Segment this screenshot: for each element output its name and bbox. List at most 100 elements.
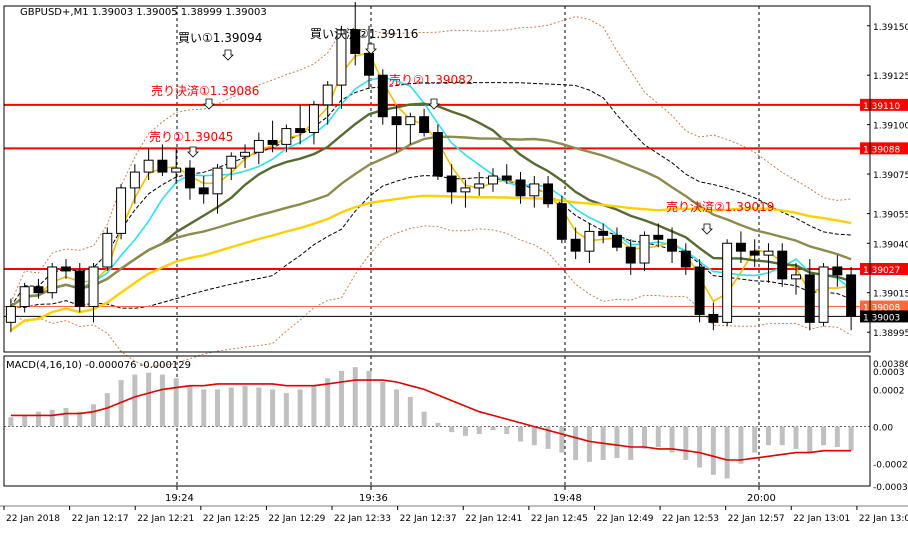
bear-candle-body [501, 175, 512, 181]
macd-hist-bar [132, 374, 138, 427]
macd-hist-bar [518, 426, 524, 442]
candle [61, 259, 71, 279]
macd-hist-bar [683, 426, 689, 460]
ma-olive-line [10, 135, 852, 308]
bear-candle-body [543, 183, 554, 205]
time-axis-label-lower: 22 Jan 12:29 [268, 514, 325, 524]
bear-candle-body [653, 234, 664, 240]
macd-hist-bar [628, 426, 634, 460]
time-axis-label-lower: 22 Jan 12:57 [728, 514, 785, 524]
axes-layer: 1.39150 1.39125 1.39100 1.39075 1.39055 1.390… [0, 5, 908, 524]
candle [584, 223, 595, 264]
macd-hist-bar [242, 385, 248, 427]
candle [33, 278, 44, 299]
bull-candle-body [818, 266, 829, 323]
macd-label: MACD(4,16,10) -0.000076 -0.000129 [6, 360, 191, 371]
candle [253, 132, 264, 165]
macd-hist-bar [738, 426, 744, 464]
grid-layer [176, 6, 760, 486]
price-level-tag [860, 262, 908, 275]
bear-candle-body [184, 167, 195, 189]
bear-candle-body [777, 250, 788, 280]
candle [446, 164, 457, 204]
bear-candle-body [61, 266, 71, 272]
ma-cyan-line [10, 76, 852, 308]
time-axis-label-lower: 22 Jan 12:17 [72, 514, 129, 524]
bear-candle-body [350, 29, 361, 54]
candle [391, 104, 402, 153]
candle [791, 263, 801, 295]
candle [336, 25, 347, 109]
candle [364, 25, 374, 90]
bear-candle-body [667, 238, 678, 252]
candle [267, 120, 278, 153]
bear-candle-body [74, 270, 85, 308]
time-axis-label-upper: 19:48 [553, 493, 582, 504]
main-plot-frame [3, 5, 871, 353]
macd-hist-bar [821, 426, 827, 446]
annotation-label: 売り決済①1.39086 [151, 83, 259, 98]
candle [625, 239, 636, 275]
macd-axis-label: 0.0003 [873, 368, 905, 378]
ma-long-yellow-line [10, 194, 852, 332]
bull-candle-body [226, 155, 237, 169]
moving-averages-layer [10, 51, 852, 332]
candle [405, 112, 416, 145]
bear-candle-body [515, 179, 526, 197]
candle [556, 195, 567, 244]
bear-candle-body [832, 266, 843, 276]
annotation-label: 買い①1.39094 [178, 31, 262, 45]
candle [171, 148, 182, 184]
macd-axis-label: 0.00386 [873, 360, 908, 370]
macd-hist-bar [710, 426, 716, 475]
macd-hist-bar [104, 393, 110, 427]
candle [47, 263, 58, 299]
macd-layer [4, 367, 870, 479]
macd-hist-bar [421, 411, 427, 427]
bear-candle-body [556, 203, 567, 240]
price-axis-label: 1.39125 [873, 72, 908, 82]
bull-candle-body [488, 175, 498, 185]
time-axis-label-lower: 22 Jan 12:33 [334, 514, 391, 524]
candle [653, 223, 664, 248]
candle [804, 259, 815, 331]
macd-hist-bar [655, 426, 661, 447]
bear-candle-body [446, 175, 457, 193]
macd-hist-bar [752, 426, 758, 453]
candle [116, 183, 127, 240]
bands-layer [10, 16, 852, 368]
candle [818, 263, 829, 327]
bull-candle-body [102, 232, 113, 268]
down-arrow-icon [203, 98, 215, 110]
candle [529, 176, 540, 208]
candle [308, 100, 319, 145]
macd-hist-bar [311, 385, 317, 427]
macd-hist-bar [22, 415, 28, 427]
price-axis-label: 1.39055 [873, 211, 908, 221]
lower-envelope-line [10, 175, 852, 309]
bull-candle-body [639, 234, 650, 264]
candle [460, 179, 471, 208]
bear-candle-body [157, 159, 168, 173]
bear-candle-body [33, 286, 44, 294]
bull-candle-body [722, 242, 733, 323]
macd-hist-bar [573, 426, 579, 460]
candle [777, 243, 788, 287]
bear-candle-body [708, 313, 719, 323]
candles-layer[interactable] [5, 2, 857, 333]
bull-candle-body [171, 167, 182, 173]
macd-hist-bar [462, 426, 468, 436]
macd-hist-bar [228, 387, 234, 427]
candle [212, 164, 223, 214]
candle [501, 164, 512, 184]
bull-candle-body [529, 183, 540, 197]
macd-hist-bar [435, 422, 441, 427]
candle [488, 168, 498, 192]
macd-hist-bar [159, 374, 165, 427]
candle [763, 243, 774, 283]
candle [377, 69, 388, 125]
bull-candle-body [240, 151, 251, 157]
candle [281, 124, 292, 153]
price-level-tag-text: 1.39003 [863, 313, 900, 323]
macd-hist-bar [352, 367, 358, 427]
